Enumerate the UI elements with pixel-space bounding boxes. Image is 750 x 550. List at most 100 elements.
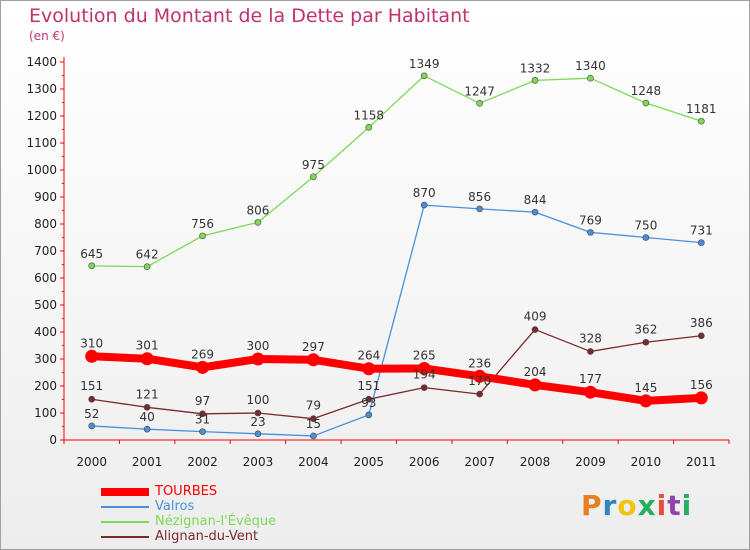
series-line [91,328,702,420]
data-label: 52 [84,407,99,421]
x-tick-label: 2009 [575,455,606,469]
data-point [143,425,151,433]
data-point [88,395,96,403]
legend-swatch [101,536,149,538]
data-label: 145 [634,381,657,395]
data-label: 769 [579,213,602,227]
data-point [587,74,594,82]
data-point [583,385,597,399]
y-tick-label: 600 [34,271,57,285]
y-tick-label: 400 [34,325,57,339]
legend-label: Valros [155,499,195,514]
data-point [642,338,650,346]
x-tick-label: 2004 [298,455,329,469]
data-point [531,77,539,84]
data-point [420,384,428,391]
x-tick-label: 2007 [464,455,495,469]
x-tick-label: 2005 [354,455,385,469]
data-point [531,208,539,216]
data-point [476,390,483,398]
data-point [365,124,373,131]
x-tick-label: 2008 [520,455,551,469]
data-point [476,205,483,213]
data-label: 756 [191,217,214,231]
data-label: 297 [302,340,325,354]
chart-legend: TOURBES Valros Nézignan-l'Évêque Alignan-du… [101,484,341,545]
y-tick-label: 900 [34,190,57,204]
x-tick-label: 2002 [187,455,218,469]
data-point [642,99,650,107]
data-label: 300 [247,339,270,353]
data-point [697,332,705,340]
data-point [642,234,650,241]
y-tick-label: 1400 [26,55,57,69]
data-label: 362 [634,322,657,336]
data-label: 1340 [575,59,606,73]
data-point [88,262,96,270]
logo-letter: P [581,489,603,522]
data-point [473,369,487,383]
legend-label: TOURBES [155,484,218,499]
data-point [697,117,705,125]
data-label: 151 [357,379,380,393]
series-line [91,75,702,268]
data-point [310,432,317,440]
data-label: 731 [690,224,713,238]
data-label: 15 [306,417,321,431]
data-point [199,232,206,240]
data-label: 100 [247,393,270,407]
data-point [528,378,542,392]
data-label: 31 [195,413,210,427]
data-label: 409 [524,310,547,324]
data-label: 328 [579,331,602,345]
data-label: 1349 [409,57,440,71]
data-point [310,173,317,181]
data-point [587,348,594,355]
data-point [254,430,262,438]
data-point [639,394,653,408]
series-line [91,204,702,437]
data-label: 1158 [354,108,385,122]
data-label: 645 [80,247,103,261]
y-tick-label: 1200 [26,109,57,123]
data-label: 642 [136,248,159,262]
data-label: 856 [468,190,491,204]
x-tick-label: 2000 [76,455,107,469]
data-label: 1248 [631,84,662,98]
proxiti-logo: Proxiti [581,489,692,522]
data-point [365,395,373,403]
y-tick-label: 0 [49,433,57,447]
y-tick-label: 200 [34,379,57,393]
legend-item: Valros [101,499,341,515]
data-point [85,349,99,363]
data-label: 151 [80,379,103,393]
data-label: 1181 [686,102,717,116]
logo-letter: o [617,489,638,522]
legend-swatch [101,506,149,508]
data-label: 750 [634,219,657,233]
legend-swatch [101,521,149,523]
data-point [417,361,431,375]
data-label: 236 [468,356,491,370]
data-label: 204 [524,365,547,379]
data-point [199,428,206,435]
data-point [476,100,483,107]
data-point [306,353,320,367]
legend-label: Nézignan-l'Évêque [155,514,277,529]
x-tick-label: 2003 [243,455,274,469]
data-label: 156 [690,378,713,392]
y-tick-label: 800 [34,217,57,231]
x-tick-label: 2011 [686,455,717,469]
data-label: 79 [306,399,321,413]
data-label: 264 [357,349,380,363]
data-point [587,229,594,236]
data-label: 844 [524,193,547,207]
logo-letter: i [681,489,693,522]
data-point [420,72,428,80]
legend-label: Alignan-du-Vent [155,529,259,544]
legend-item: Nézignan-l'Évêque [101,514,341,530]
y-tick-label: 1100 [26,136,57,150]
data-label: 121 [136,387,159,401]
